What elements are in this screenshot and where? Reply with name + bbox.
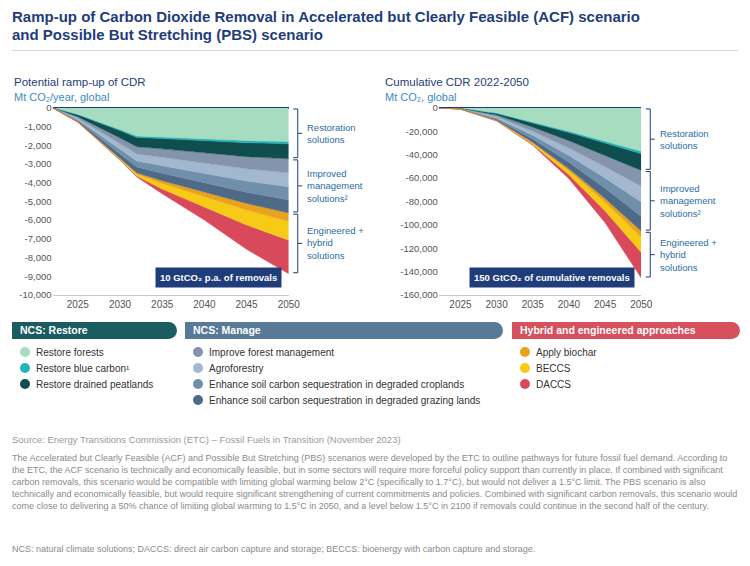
svg-text:Mt CO₂, global: Mt CO₂, global: [385, 91, 457, 103]
svg-text:Restorationsolutions: Restorationsolutions: [307, 122, 356, 145]
html-text:Hybrid and engineered approach: Hybrid and engineered approaches: [520, 324, 696, 336]
html-text:BECCS: BECCS: [536, 363, 571, 374]
svg-text:-100,000: -100,000: [400, 219, 438, 230]
svg-text:-2,000: -2,000: [25, 140, 52, 151]
html-text:The Accelerated but Clearly Fe: The Accelerated but Clearly Feasible (AC…: [12, 453, 738, 511]
svg-text:-80,000: -80,000: [406, 196, 438, 207]
svg-text:0: 0: [46, 102, 51, 113]
svg-text:2045: 2045: [594, 299, 617, 310]
svg-text:2035: 2035: [522, 299, 545, 310]
html-text:Restore blue carbon¹: Restore blue carbon¹: [36, 363, 130, 374]
svg-text:-3,000: -3,000: [25, 158, 52, 169]
svg-text:-20,000: -20,000: [406, 126, 438, 137]
html-text:NCS: natural climate solutions: NCS: natural climate solutions; DACCS: d…: [12, 544, 536, 554]
svg-text:Engineered +hybridsolutions: Engineered +hybridsolutions: [660, 237, 717, 273]
svg-text:Mt CO₂/year, global: Mt CO₂/year, global: [14, 91, 109, 103]
svg-text:-120,000: -120,000: [400, 243, 438, 254]
html-text:NCS: Manage: NCS: Manage: [193, 324, 261, 336]
svg-text:150 GtCO₂ of cumulative remova: 150 GtCO₂ of cumulative removals: [474, 272, 630, 283]
svg-text:-40,000: -40,000: [406, 149, 438, 160]
svg-text:-1,000: -1,000: [25, 121, 52, 132]
svg-text:2050: 2050: [630, 299, 653, 310]
svg-text:10 GtCO₂ p.a. of removals: 10 GtCO₂ p.a. of removals: [160, 272, 277, 283]
svg-text:-9,000: -9,000: [25, 271, 52, 282]
svg-text:-5,000: -5,000: [25, 196, 52, 207]
svg-text:2025: 2025: [67, 299, 90, 310]
svg-text:2045: 2045: [235, 299, 258, 310]
svg-text:-6,000: -6,000: [25, 214, 52, 225]
html-text:Enhance soil carbon sequestrat: Enhance soil carbon sequestration in deg…: [209, 395, 481, 406]
svg-text:2035: 2035: [151, 299, 174, 310]
html-text:Enhance soil carbon sequestrat: Enhance soil carbon sequestration in deg…: [209, 379, 465, 390]
html-text:DACCS: DACCS: [536, 379, 571, 390]
svg-text:2030: 2030: [485, 299, 508, 310]
svg-text:2030: 2030: [109, 299, 132, 310]
html-text:Agroforestry: Agroforestry: [209, 363, 264, 374]
html-text:Restore drained peatlands: Restore drained peatlands: [36, 379, 154, 390]
svg-text:-10,000: -10,000: [19, 289, 51, 300]
svg-text:2025: 2025: [449, 299, 472, 310]
svg-text:2040: 2040: [558, 299, 581, 310]
svg-text:2050: 2050: [278, 299, 301, 310]
html-text:Improve forest management: Improve forest management: [209, 347, 335, 358]
svg-text:Restorationsolutions: Restorationsolutions: [660, 128, 709, 151]
svg-text:0: 0: [432, 102, 437, 113]
svg-text:Improvedmanagementsolutions²: Improvedmanagementsolutions²: [660, 183, 716, 219]
svg-text:Engineered +hybridsolutions: Engineered +hybridsolutions: [307, 225, 364, 261]
html-text:Ramp-up of Carbon Dioxide Remo: Ramp-up of Carbon Dioxide Removal in Acc…: [12, 8, 640, 25]
svg-text:-4,000: -4,000: [25, 177, 52, 188]
svg-text:-140,000: -140,000: [400, 266, 438, 277]
svg-text:Cumulative CDR 2022-2050: Cumulative CDR 2022-2050: [385, 76, 529, 88]
html-text:Restore forests: Restore forests: [36, 347, 104, 358]
html-text:and Possible But Stretching (P: and Possible But Stretching (PBS) scenar…: [12, 26, 323, 43]
svg-text:-8,000: -8,000: [25, 252, 52, 263]
html-text:Source: Energy Transitions Com: Source: Energy Transitions Commission (E…: [12, 434, 401, 445]
svg-text:-60,000: -60,000: [406, 172, 438, 183]
svg-text:Potential ramp-up of CDR: Potential ramp-up of CDR: [14, 76, 146, 88]
html-text:Apply biochar: Apply biochar: [536, 347, 597, 358]
svg-text:Improvedmanagementsolutions²: Improvedmanagementsolutions²: [307, 168, 363, 204]
svg-text:-7,000: -7,000: [25, 233, 52, 244]
html-text:NCS: Restore: NCS: Restore: [20, 324, 88, 336]
svg-text:2040: 2040: [193, 299, 216, 310]
svg-text:-160,000: -160,000: [400, 289, 438, 300]
